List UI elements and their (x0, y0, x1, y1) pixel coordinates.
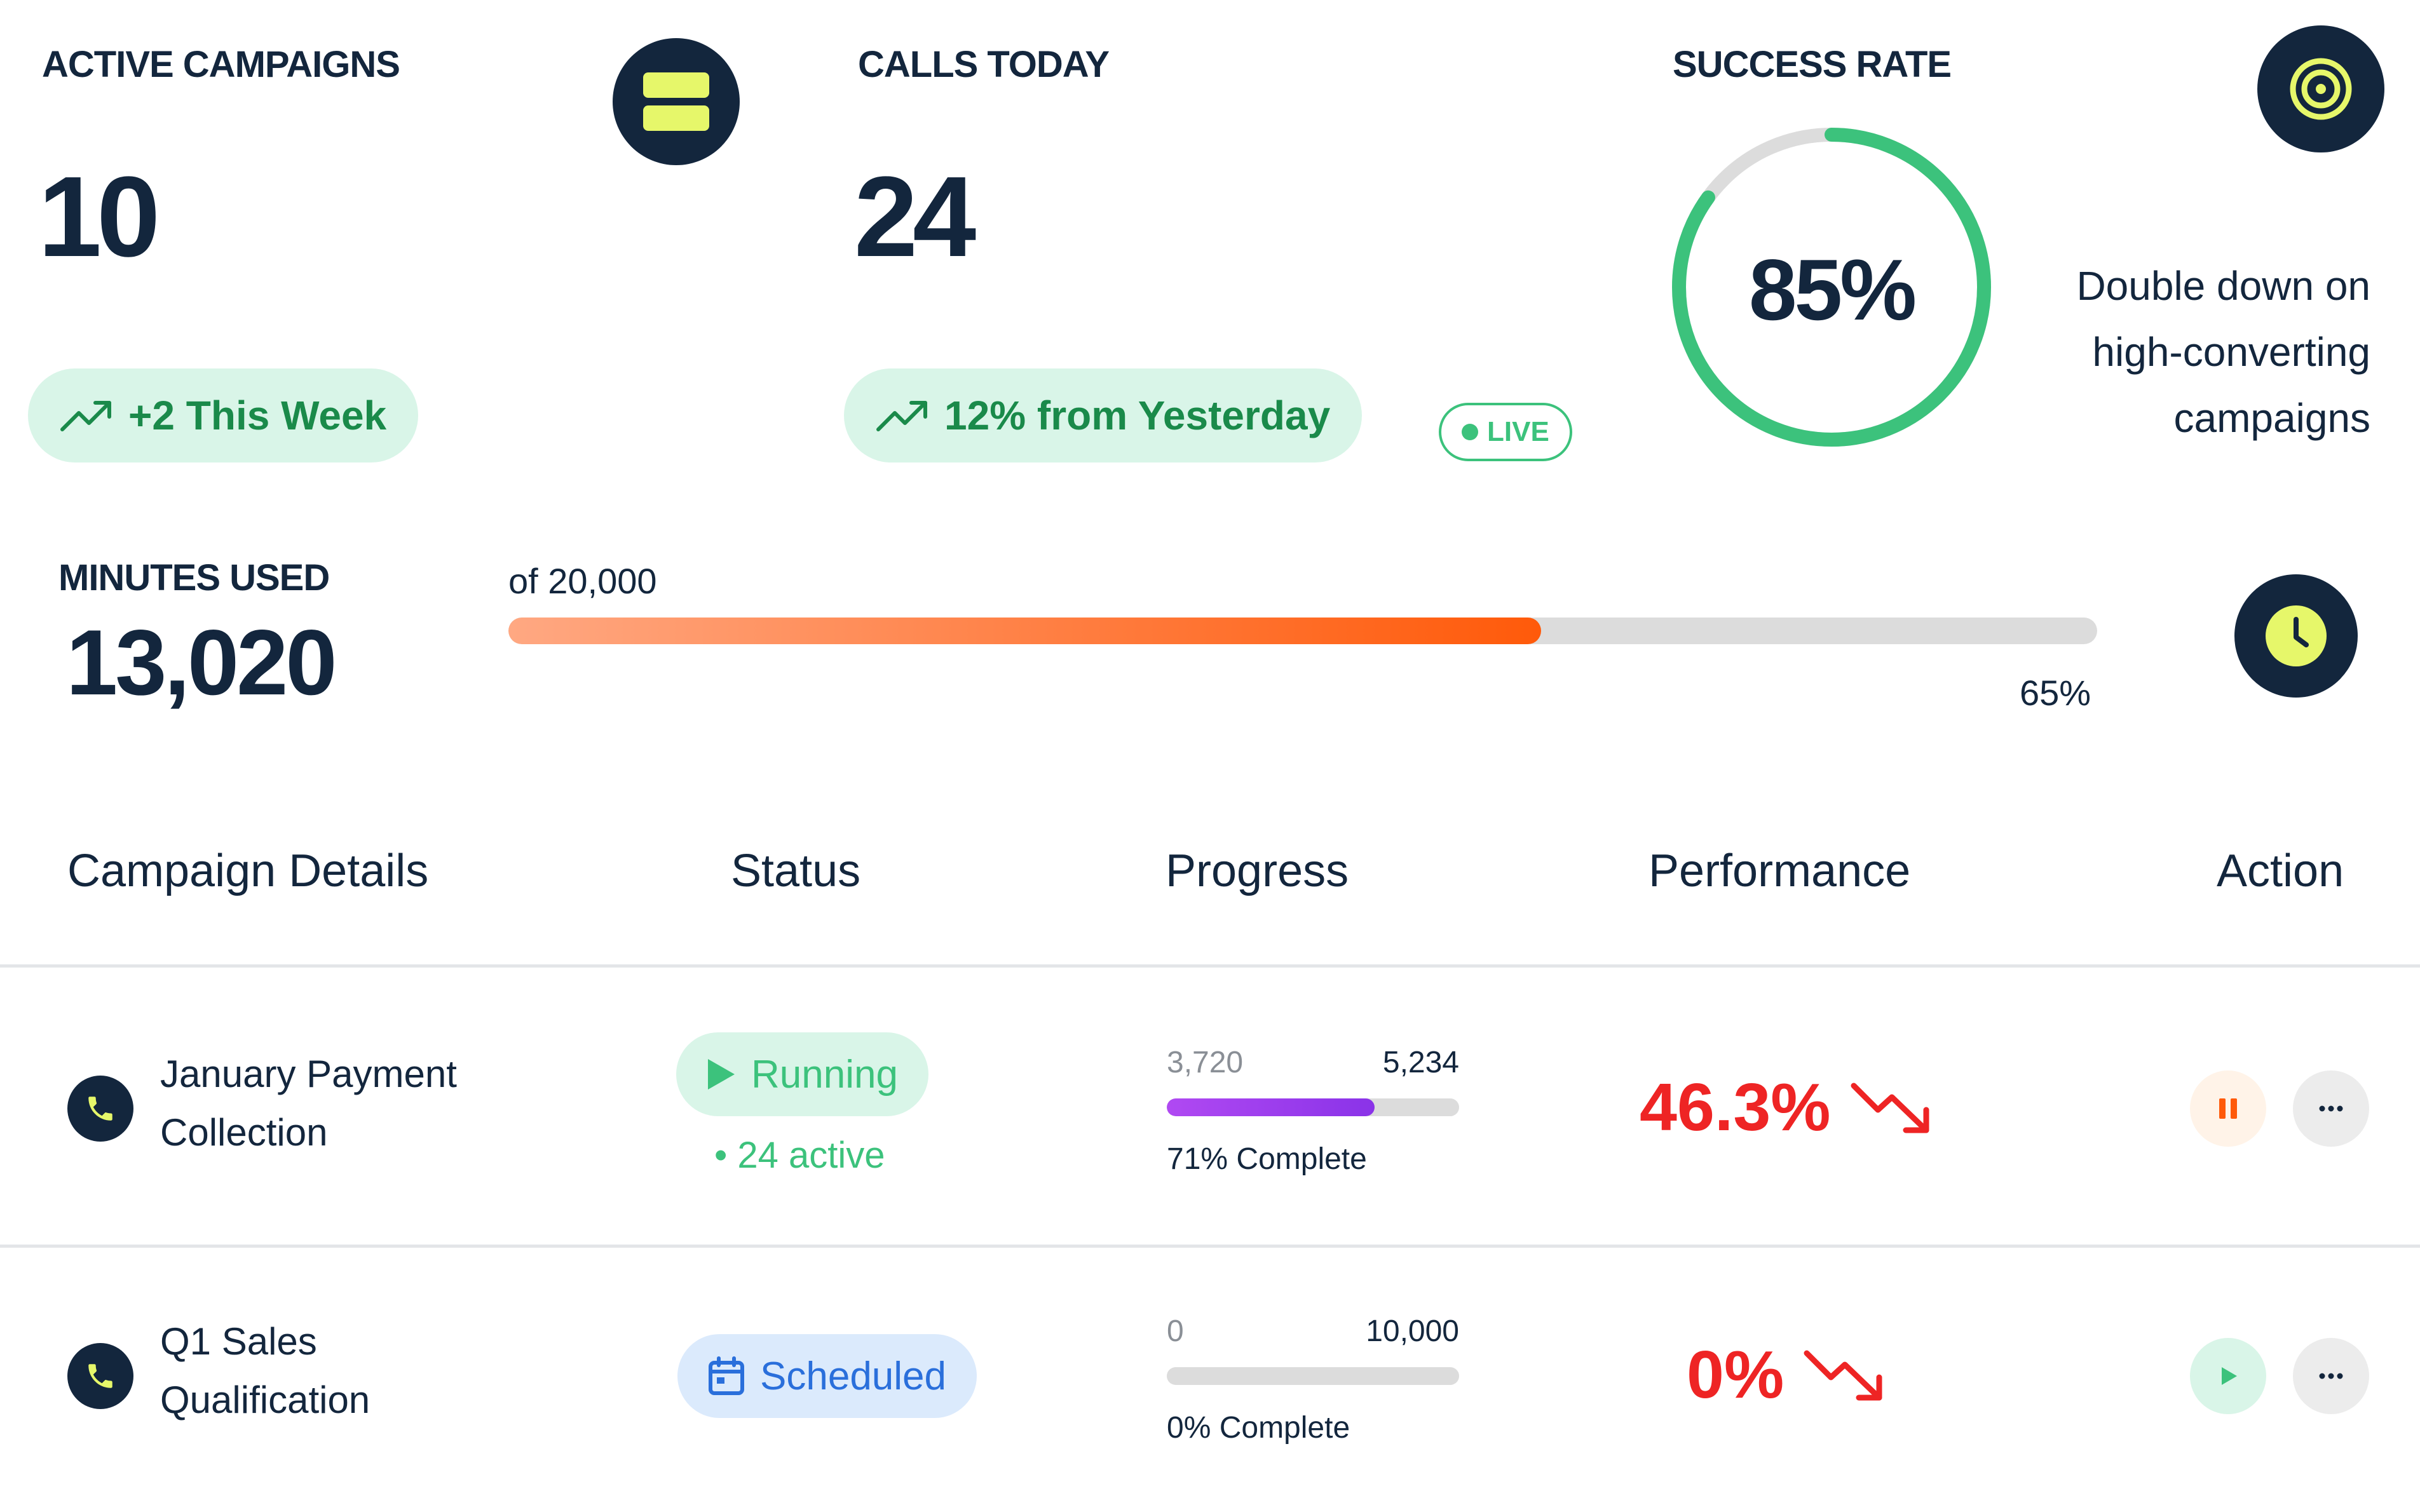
campaign-name-line: January Payment (160, 1053, 457, 1095)
active-campaigns-value: 10 (38, 153, 160, 281)
trend-up-icon (876, 401, 927, 431)
success-rate-note-line: campaigns (2173, 395, 2371, 441)
pause-button[interactable] (2190, 1070, 2266, 1147)
live-dot-icon (1462, 424, 1478, 440)
clock-icon (2234, 574, 2358, 698)
success-rate-note: Double down on high-converting campaigns (2076, 253, 2370, 451)
progress-done: 0 (1167, 1314, 1184, 1348)
campaign-name[interactable]: January Payment Collection (160, 1045, 457, 1162)
campaign-name-line: Collection (160, 1111, 328, 1154)
more-horizontal-icon (2319, 1105, 2343, 1112)
progress-track (1167, 1098, 1459, 1116)
progress-done: 3,720 (1167, 1046, 1244, 1079)
col-header-performance: Performance (1648, 846, 1911, 896)
progress-total: 5,234 (1382, 1046, 1459, 1079)
col-header-status: Status (731, 846, 861, 896)
col-header-campaign-details: Campaign Details (67, 846, 429, 896)
play-button[interactable] (2190, 1338, 2266, 1414)
campaign-name-line: Q1 Sales (160, 1320, 317, 1363)
performance-value: 0% (1687, 1337, 1886, 1414)
minutes-percent-label: 65% (2020, 673, 2091, 713)
more-options-button[interactable] (2293, 1338, 2369, 1414)
table-row-divider (0, 1245, 2420, 1248)
calls-today-value: 24 (854, 153, 976, 281)
calls-today-trend: 12% from Yesterday (844, 368, 1363, 462)
phone-icon (67, 1076, 133, 1142)
more-options-button[interactable] (2293, 1070, 2369, 1147)
col-header-action: Action (2217, 846, 2344, 896)
status-label: Scheduled (760, 1354, 947, 1398)
calls-today-trend-label: 12% from Yesterday (944, 393, 1331, 438)
play-icon (708, 1059, 735, 1090)
progress-track (1167, 1367, 1459, 1385)
success-rate-note-line: Double down on (2076, 263, 2370, 309)
calls-today-title: CALLS TODAY (858, 44, 1110, 85)
success-rate-ring-progress (1672, 128, 1991, 447)
minutes-progress-fill (508, 618, 1541, 644)
success-rate-note-line: high-converting (2092, 329, 2370, 375)
active-campaigns-trend-label: +2 This Week (128, 393, 387, 438)
trend-down-icon (1804, 1350, 1882, 1400)
active-campaigns-trend: +2 This Week (28, 368, 419, 462)
live-badge: LIVE (1439, 403, 1572, 461)
progress-fill (1167, 1098, 1375, 1116)
phone-icon (67, 1343, 133, 1409)
minutes-of-label: of 20,000 (508, 561, 657, 601)
progress-label: 71% Complete (1167, 1142, 1367, 1176)
active-campaigns-title: ACTIVE CAMPAIGNS (42, 44, 400, 85)
play-icon (2222, 1367, 2237, 1385)
trend-down-icon (1851, 1083, 1929, 1133)
success-rate-title: SUCCESS RATE (1673, 44, 1952, 85)
table-row[interactable]: Q1 Sales Qualification Scheduled 0 10,00… (0, 1248, 2420, 1512)
col-header-progress: Progress (1166, 846, 1349, 896)
success-rate-value: 85% (1748, 241, 1917, 338)
performance-label: 0% (1687, 1337, 1784, 1412)
success-rate-ring (1672, 128, 1991, 447)
progress-label: 0% Complete (1167, 1411, 1350, 1445)
status-label: Running (751, 1052, 898, 1097)
more-horizontal-icon (2319, 1373, 2343, 1379)
layers-icon (613, 38, 740, 165)
live-badge-label: LIVE (1487, 416, 1549, 447)
table-row[interactable]: January Payment Collection Running • 24 … (0, 968, 2420, 1245)
pause-icon (2219, 1098, 2237, 1119)
status-subtext: • 24 active (714, 1135, 885, 1176)
performance-value: 46.3% (1640, 1069, 1933, 1146)
status-badge-scheduled: Scheduled (677, 1334, 977, 1418)
minutes-progress-track (508, 618, 2097, 644)
campaign-name[interactable]: Q1 Sales Qualification (160, 1313, 370, 1429)
performance-label: 46.3% (1640, 1070, 1831, 1145)
table-header-divider (0, 964, 2420, 968)
trend-up-icon (60, 401, 111, 431)
progress-total: 10,000 (1366, 1314, 1459, 1348)
target-icon (2257, 25, 2384, 152)
calendar-icon (709, 1356, 744, 1395)
campaign-name-line: Qualification (160, 1379, 370, 1421)
minutes-used-title: MINUTES USED (58, 557, 330, 598)
status-badge-running: Running (676, 1032, 928, 1116)
minutes-used-value: 13,020 (66, 611, 337, 714)
